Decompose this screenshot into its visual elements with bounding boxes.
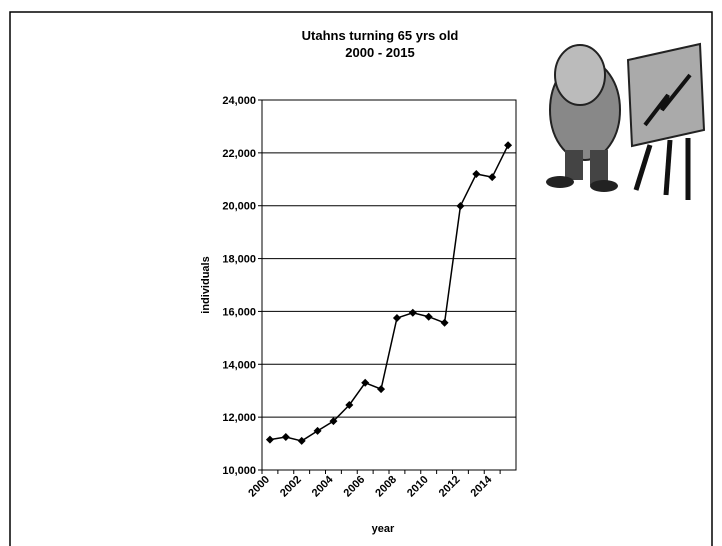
y-tick-label: 14,000 bbox=[222, 359, 256, 371]
x-tick-label: 2010 bbox=[405, 474, 431, 500]
x-tick-label: 2014 bbox=[469, 473, 495, 499]
x-tick-label: 2008 bbox=[373, 474, 399, 500]
x-tick-label: 2006 bbox=[342, 474, 368, 500]
data-point bbox=[424, 312, 433, 321]
chart-subtitle: 2000 - 2015 bbox=[345, 45, 414, 60]
data-point bbox=[440, 318, 449, 327]
data-point bbox=[265, 435, 274, 444]
x-tick-label: 2000 bbox=[246, 474, 272, 500]
y-tick-label: 12,000 bbox=[222, 412, 256, 424]
data-point bbox=[472, 170, 481, 178]
y-tick-label: 18,000 bbox=[222, 254, 256, 266]
data-point bbox=[504, 141, 513, 150]
data-point bbox=[392, 314, 401, 323]
data-point bbox=[297, 436, 306, 445]
x-tick-label: 2012 bbox=[437, 474, 463, 500]
data-point bbox=[345, 400, 354, 409]
data-point bbox=[329, 417, 338, 426]
y-axis-label: individuals bbox=[200, 256, 212, 313]
data-point bbox=[456, 201, 465, 210]
y-tick-label: 10,000 bbox=[222, 465, 256, 477]
frame bbox=[9, 11, 713, 546]
data-point bbox=[377, 385, 386, 394]
x-tick-label: 2004 bbox=[310, 473, 336, 499]
chart-title: Utahns turning 65 yrs old bbox=[302, 28, 459, 43]
y-tick-label: 24,000 bbox=[222, 95, 256, 107]
data-point bbox=[313, 426, 322, 435]
series-line bbox=[269, 144, 509, 442]
x-tick-label: 2002 bbox=[278, 474, 304, 500]
y-tick-label: 16,000 bbox=[222, 306, 256, 318]
y-tick-label: 22,000 bbox=[222, 148, 256, 160]
clipart bbox=[546, 42, 706, 200]
data-point bbox=[408, 308, 417, 317]
data-point bbox=[488, 173, 497, 182]
y-tick-label: 20,000 bbox=[222, 201, 256, 213]
x-axis-label: year bbox=[372, 523, 395, 535]
data-point bbox=[361, 378, 370, 387]
plot-area bbox=[261, 99, 517, 471]
data-point bbox=[281, 432, 290, 441]
